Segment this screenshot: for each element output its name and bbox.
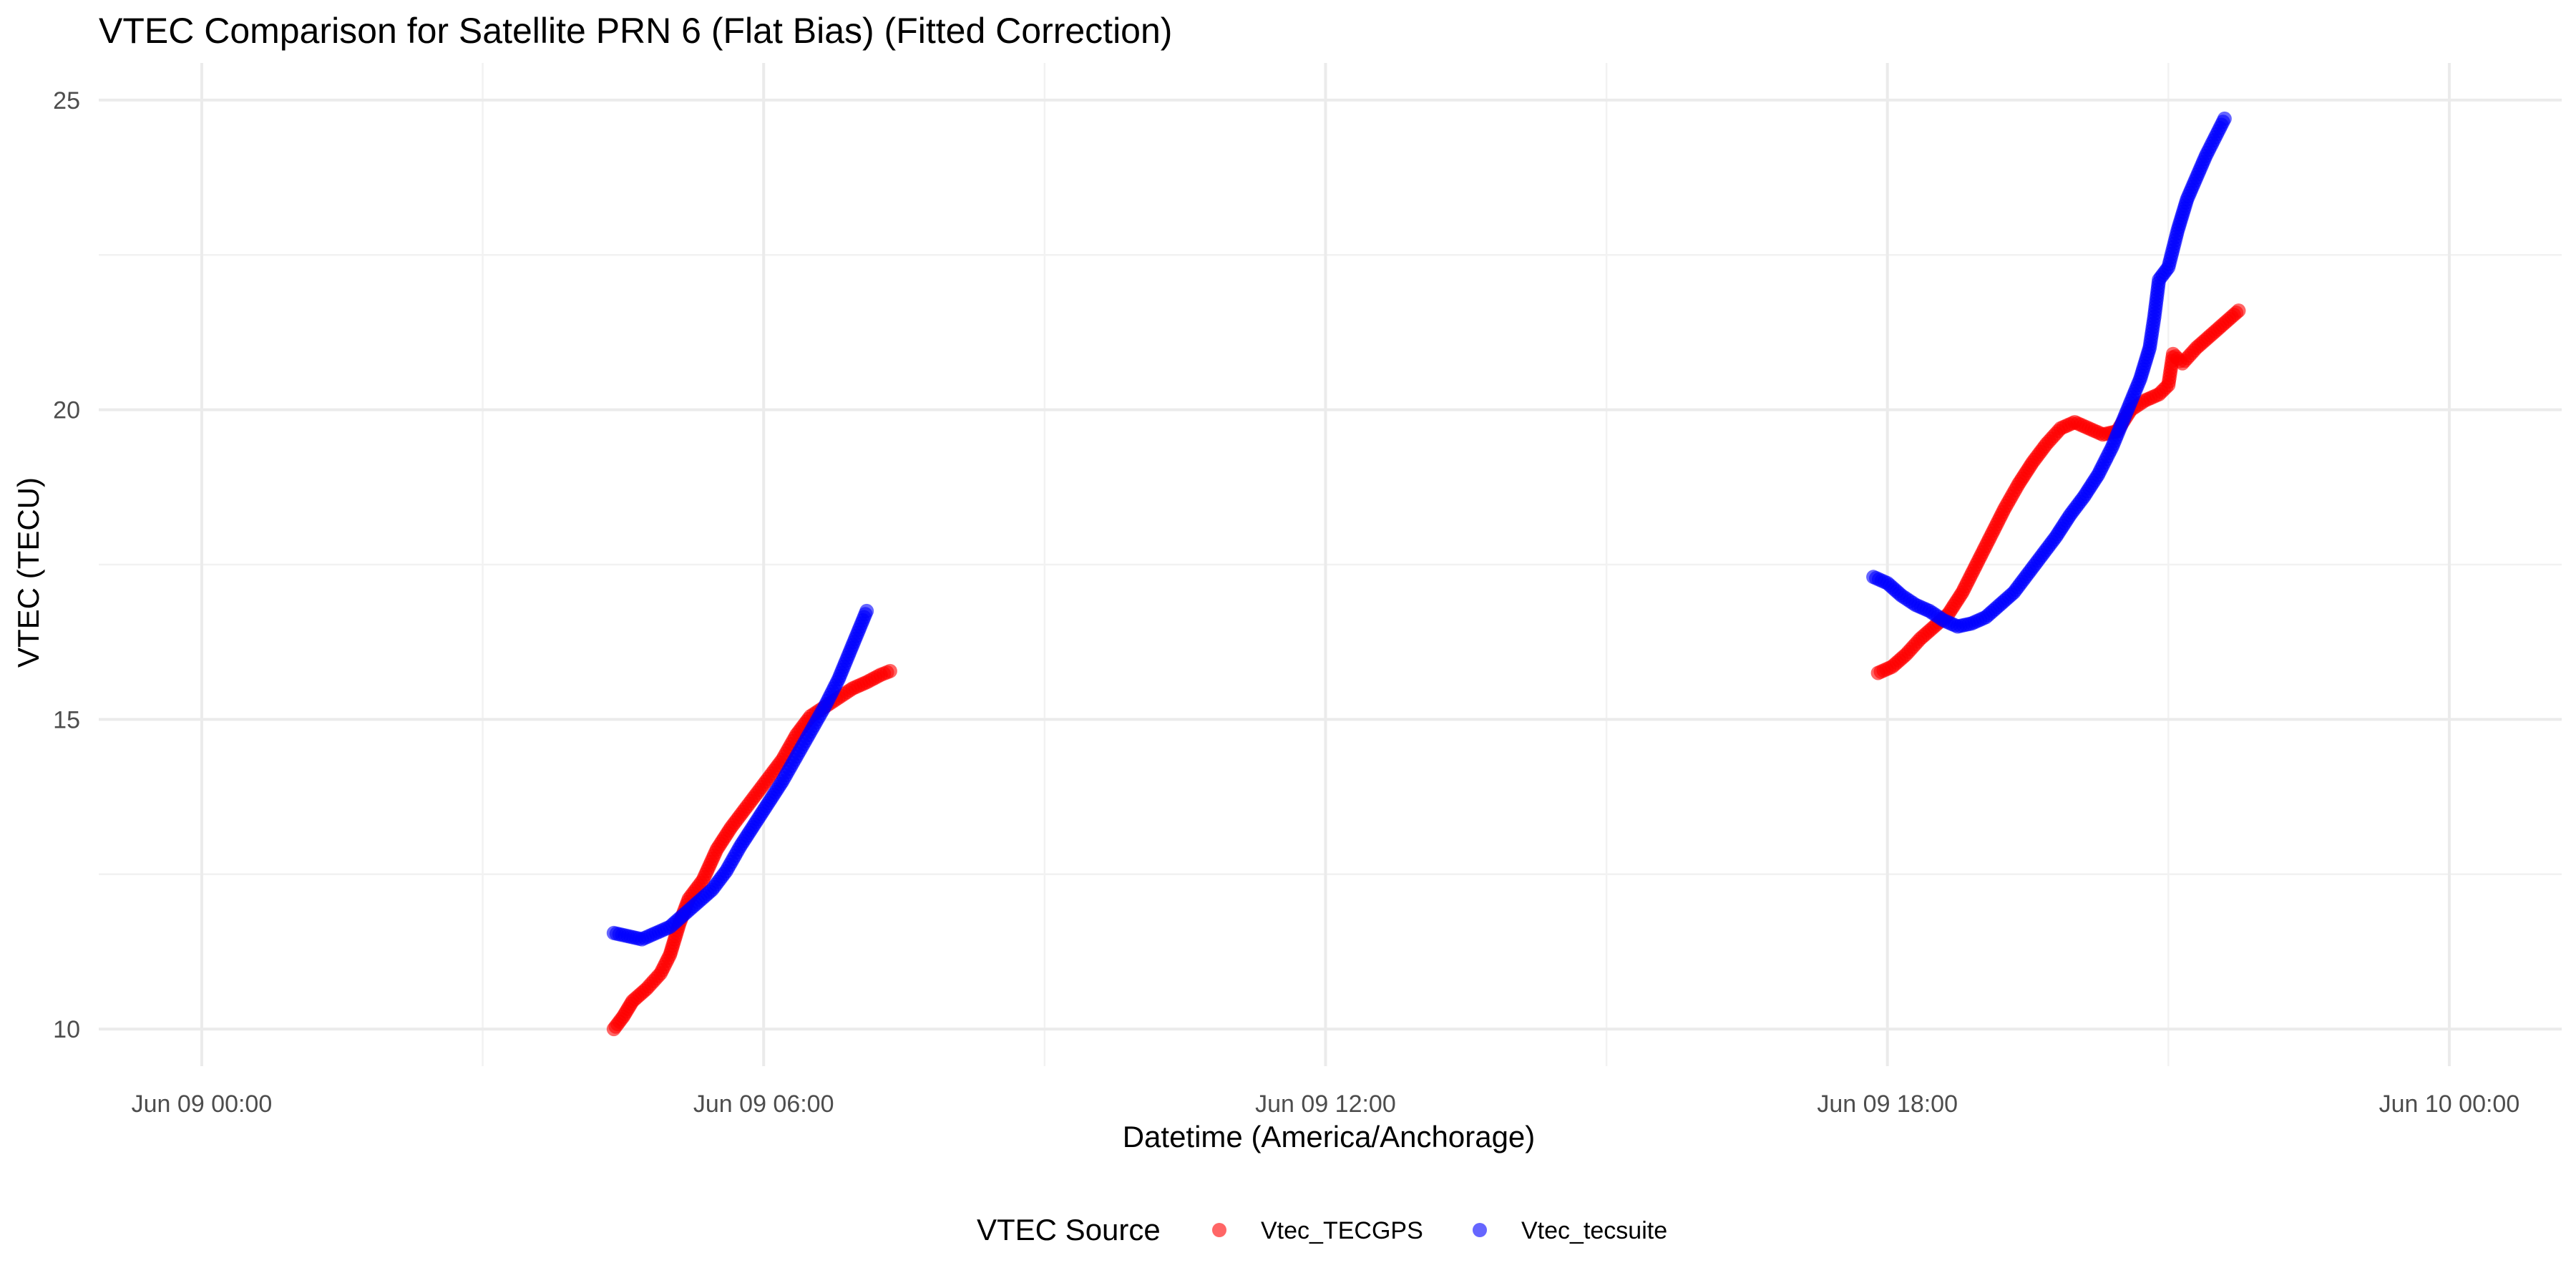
y-axis-ticks: 10 15 20 25 <box>53 87 80 1043</box>
x-tick-label: Jun 10 00:00 <box>2379 1091 2520 1118</box>
data-point <box>2231 303 2246 318</box>
data-point <box>2217 111 2232 126</box>
x-tick-label: Jun 09 18:00 <box>1817 1091 1958 1118</box>
y-tick-label: 25 <box>53 87 80 114</box>
y-tick-label: 15 <box>53 706 80 733</box>
legend-key <box>1212 1223 1226 1237</box>
x-tick-label: Jun 09 12:00 <box>1255 1091 1396 1118</box>
x-tick-label: Jun 09 00:00 <box>132 1091 273 1118</box>
x-tick-label: Jun 09 06:00 <box>693 1091 834 1118</box>
data-point <box>859 603 874 618</box>
plot-points <box>606 111 2246 1037</box>
legend-label: Vtec_tecsuite <box>1521 1217 1667 1244</box>
y-tick-label: 10 <box>53 1016 80 1043</box>
series-Vtec_tecsuite <box>606 111 2232 947</box>
chart-title: VTEC Comparison for Satellite PRN 6 (Fla… <box>99 11 1172 51</box>
legend-label: Vtec_TECGPS <box>1261 1217 1423 1244</box>
data-point <box>882 663 897 678</box>
legend-title: VTEC Source <box>977 1213 1161 1246</box>
x-axis-ticks: Jun 09 00:00 Jun 09 06:00 Jun 09 12:00 Jun … <box>132 1091 2520 1118</box>
x-axis-title: Datetime (America/Anchorage) <box>1123 1120 1536 1153</box>
y-tick-label: 20 <box>53 397 80 424</box>
series-Vtec_TECGPS <box>606 303 2246 1037</box>
y-axis-title: VTEC (TECU) <box>11 477 45 668</box>
legend-key <box>1473 1223 1487 1237</box>
legend: VTEC Source Vtec_TECGPS Vtec_tecsuite <box>977 1213 1667 1246</box>
grid <box>99 63 2562 1066</box>
